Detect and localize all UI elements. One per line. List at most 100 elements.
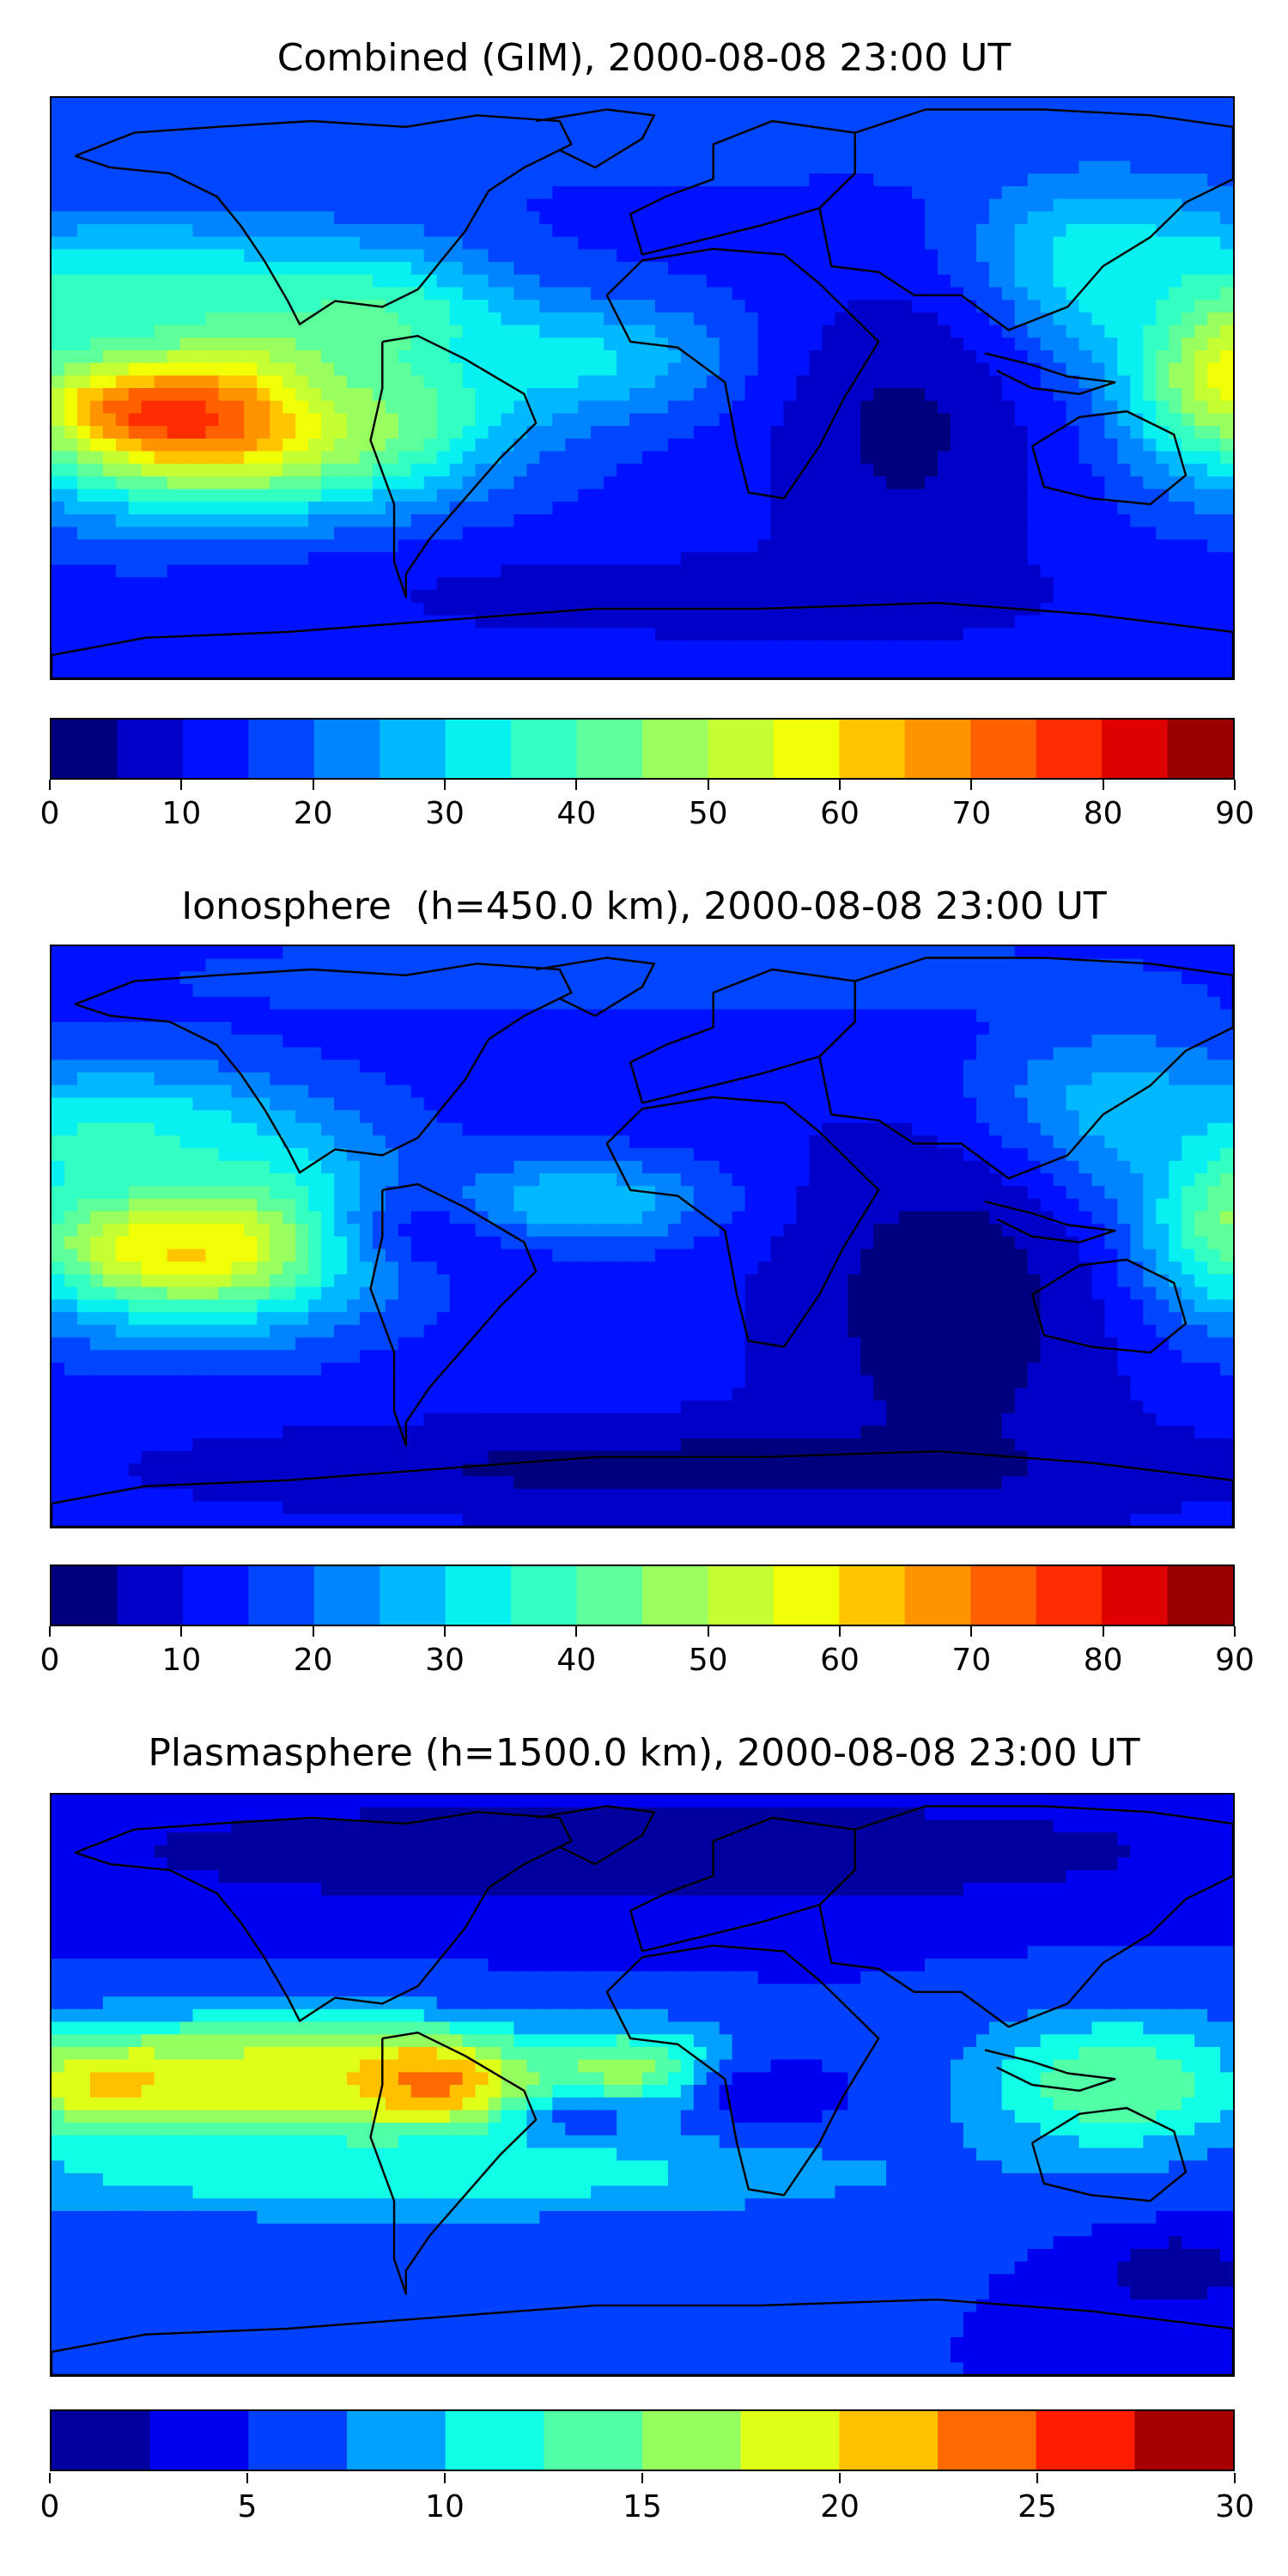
heatmap-cell <box>1040 375 1054 389</box>
heatmap-cell <box>449 98 464 112</box>
heatmap-cell <box>1169 349 1182 364</box>
heatmap-cell <box>321 665 335 678</box>
heatmap-cell <box>1207 388 1221 402</box>
heatmap-cell <box>899 602 913 617</box>
heatmap-cell <box>886 602 900 617</box>
heatmap-cell <box>680 362 695 376</box>
heatmap-cell <box>822 337 835 351</box>
heatmap-cell <box>565 539 579 553</box>
heatmap-cell <box>1091 501 1106 515</box>
heatmap-cell <box>167 946 181 960</box>
heatmap-cell <box>975 185 990 200</box>
heatmap-cell <box>1104 349 1118 364</box>
heatmap-cell <box>1091 223 1106 238</box>
heatmap-cell <box>526 173 540 187</box>
heatmap-cell <box>283 653 296 666</box>
heatmap-cell <box>1143 1022 1157 1036</box>
heatmap-cell <box>617 451 630 465</box>
heatmap-cell <box>64 602 78 617</box>
heatmap-cell <box>912 236 926 250</box>
heatmap-cell <box>488 249 502 263</box>
heatmap-cell <box>283 438 296 453</box>
heatmap-cell <box>604 464 617 477</box>
heatmap-cell <box>398 615 412 629</box>
heatmap-cell <box>1143 249 1157 263</box>
heatmap-cell <box>359 1009 374 1023</box>
heatmap-cell <box>680 590 695 604</box>
heatmap-cell <box>848 665 861 678</box>
heatmap-cell <box>89 123 104 137</box>
heatmap-cell <box>347 996 361 1011</box>
heatmap-cell <box>1014 136 1029 149</box>
heatmap-cell <box>192 426 207 440</box>
heatmap-cell <box>680 489 695 502</box>
heatmap-cell <box>539 552 553 566</box>
heatmap-cell <box>1143 552 1157 566</box>
heatmap-cell <box>899 539 913 553</box>
heatmap-cell <box>308 564 322 579</box>
heatmap-cell <box>1078 971 1093 985</box>
heatmap-cell <box>757 223 772 238</box>
heatmap-cell <box>591 653 605 666</box>
heatmap-cell <box>89 426 104 440</box>
heatmap-cell <box>475 375 489 389</box>
heatmap-cell <box>1207 349 1221 364</box>
heatmap-cell <box>385 388 399 402</box>
heatmap-cell <box>1194 337 1208 351</box>
heatmap-cell <box>52 198 65 212</box>
heatmap-cell <box>513 526 527 540</box>
heatmap-cell <box>128 539 143 553</box>
heatmap-cell <box>385 110 399 124</box>
heatmap-cell <box>693 489 708 502</box>
heatmap-cell <box>565 971 579 985</box>
heatmap-cell <box>886 312 900 326</box>
heatmap-cell <box>654 513 669 528</box>
heatmap-cell <box>1182 349 1195 364</box>
heatmap-cell <box>179 1009 194 1023</box>
heatmap-cell <box>501 615 515 629</box>
heatmap-cell <box>488 274 502 289</box>
heatmap-cell <box>642 325 656 338</box>
heatmap-cell <box>654 946 669 960</box>
heatmap-cell <box>1001 287 1016 301</box>
heatmap-cell <box>1091 526 1106 540</box>
heatmap-cell <box>1143 426 1157 440</box>
heatmap-cell <box>1194 362 1208 376</box>
heatmap-cell <box>513 615 527 629</box>
heatmap-cell <box>938 438 951 453</box>
heatmap-cell <box>988 451 1003 465</box>
heatmap-cell <box>398 185 412 200</box>
heatmap-cell <box>912 337 926 351</box>
heatmap-cell <box>231 665 245 678</box>
heatmap-cell <box>372 501 386 515</box>
heatmap-cell <box>1091 312 1106 326</box>
heatmap-cell <box>1104 464 1118 477</box>
heatmap-cell <box>732 539 746 553</box>
heatmap-cell <box>732 489 746 502</box>
heatmap-cell <box>1194 564 1208 579</box>
heatmap-cell <box>732 628 746 641</box>
heatmap-cell <box>539 946 553 960</box>
heatmap-cell <box>719 489 733 502</box>
heatmap-cell <box>283 602 296 617</box>
heatmap-cell <box>925 287 939 301</box>
heatmap-cell <box>385 665 399 678</box>
heatmap-cell <box>1014 337 1029 351</box>
heatmap-cell <box>925 539 939 553</box>
heatmap-cell <box>359 564 374 579</box>
heatmap-cell <box>886 400 900 414</box>
heatmap-cell <box>822 211 835 225</box>
heatmap-cell <box>1078 1022 1093 1036</box>
heatmap-cell <box>552 388 566 402</box>
heatmap-cell <box>475 98 489 112</box>
heatmap-cell <box>1104 262 1118 276</box>
heatmap-cell <box>578 451 592 465</box>
heatmap-cell <box>886 148 900 162</box>
heatmap-cell <box>591 996 605 1011</box>
heatmap-cell <box>513 984 527 998</box>
heatmap-cell <box>706 211 720 225</box>
heatmap-cell <box>179 489 194 502</box>
heatmap-cell <box>141 300 155 313</box>
heatmap-cell <box>488 602 502 617</box>
heatmap-cell <box>501 262 515 276</box>
